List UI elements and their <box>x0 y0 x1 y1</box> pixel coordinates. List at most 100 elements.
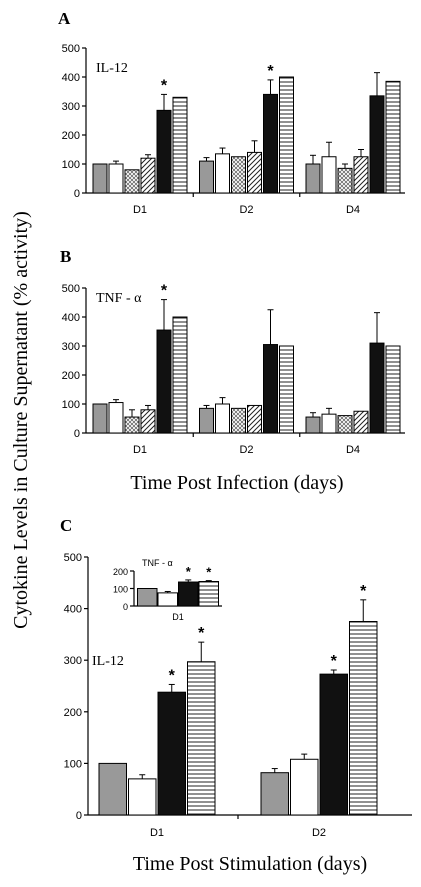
significance-star: * <box>169 667 176 684</box>
significance-star: * <box>206 565 212 580</box>
bar-horizontal <box>385 345 401 434</box>
significance-star: * <box>267 63 274 80</box>
bar-gray <box>305 416 321 434</box>
bar-horizontal <box>198 581 219 607</box>
significance-star: * <box>161 77 168 94</box>
y-tick-label: 100 <box>64 758 82 770</box>
x-tick-label: D4 <box>346 444 360 456</box>
bar-gray <box>137 588 158 607</box>
bar-gray <box>92 163 108 194</box>
panel-a-annotation: IL-12 <box>96 61 128 76</box>
y-tick-label: 100 <box>62 159 80 171</box>
x-tick-label: D2 <box>312 827 326 839</box>
bar-white <box>321 156 337 194</box>
bar-crosshatch <box>337 167 353 194</box>
y-tick-label: 400 <box>64 604 82 616</box>
bar-black <box>319 673 348 816</box>
panel-b-x-axis-title: Time Post Infection (days) <box>130 472 343 494</box>
y-tick-label: 300 <box>62 101 80 113</box>
y-tick-label: 100 <box>62 399 80 411</box>
bar-crosshatch <box>337 415 353 434</box>
bar-white <box>215 153 230 194</box>
bar-gray <box>92 403 108 434</box>
x-tick-label: D4 <box>346 204 360 216</box>
y-tick-label: 0 <box>74 428 80 440</box>
bar-crosshatch <box>231 156 246 194</box>
bar-black <box>156 109 172 194</box>
y-tick-label: 400 <box>62 312 80 324</box>
bar-diagonal <box>140 409 156 434</box>
bar-gray <box>305 163 321 194</box>
y-tick-label: 300 <box>62 341 80 353</box>
bar-horizontal <box>279 345 294 434</box>
panel-letter-a: A <box>58 9 71 28</box>
bar-horizontal <box>172 96 188 194</box>
bar-black <box>369 342 385 434</box>
significance-star: * <box>186 564 192 579</box>
bar-diagonal <box>247 151 262 194</box>
bar-white <box>215 403 230 434</box>
y-tick-label: 0 <box>74 188 80 200</box>
x-tick-label: D2 <box>239 444 253 456</box>
bar-crosshatch <box>124 416 140 434</box>
y-tick-label: 0 <box>123 602 128 612</box>
x-tick-label: D2 <box>239 204 253 216</box>
x-tick-label: D1 <box>172 612 184 622</box>
bar-crosshatch <box>124 169 140 194</box>
x-tick-label: D1 <box>150 827 164 839</box>
y-tick-label: 0 <box>76 810 82 822</box>
panel-b-annotation: TNF - α <box>96 291 142 306</box>
y-tick-label: 300 <box>64 655 82 667</box>
bar-horizontal <box>279 76 294 194</box>
bar-crosshatch <box>231 407 246 434</box>
significance-star: * <box>161 283 168 300</box>
y-tick-label: 200 <box>64 707 82 719</box>
significance-star: * <box>360 583 367 600</box>
bar-black <box>156 329 172 434</box>
y-tick-label: 200 <box>113 567 128 577</box>
panel-letter-c: C <box>60 516 72 535</box>
bar-diagonal <box>140 157 156 194</box>
bar-diagonal <box>247 404 262 434</box>
inset-annotation: TNF - α <box>142 558 173 568</box>
bar-white <box>290 758 319 816</box>
significance-star: * <box>198 625 205 642</box>
bar-gray <box>199 160 214 194</box>
bar-black <box>178 581 199 607</box>
bar-gray <box>98 762 127 816</box>
bar-horizontal <box>172 316 188 434</box>
bar-white <box>108 402 124 434</box>
y-axis-title: Cytokine Levels in Culture Supernatant (… <box>10 211 32 629</box>
bar-horizontal <box>385 80 401 194</box>
bar-gray <box>260 772 289 816</box>
bar-white <box>108 163 124 194</box>
panel-letter-b: B <box>60 247 71 266</box>
bar-white <box>128 778 157 816</box>
bar-diagonal <box>353 156 369 194</box>
bar-gray <box>199 407 214 434</box>
chart-0: 0 100 200 300 400 500 D1 * D2 * D4 <box>62 43 405 216</box>
chart-3: 0 100 200 D1 * * <box>113 564 222 622</box>
panel-c-x-axis-title: Time Post Stimulation (days) <box>133 853 367 875</box>
x-tick-label: D1 <box>133 204 147 216</box>
bar-white <box>157 592 178 607</box>
bar-horizontal <box>187 661 216 816</box>
bar-diagonal <box>353 410 369 434</box>
bar-black <box>263 344 278 434</box>
bar-black <box>263 93 278 194</box>
bar-white <box>321 413 337 434</box>
y-tick-label: 200 <box>62 370 80 382</box>
y-tick-label: 400 <box>62 72 80 84</box>
chart-2: 0 100 200 300 400 500 D1 * * D2 * * <box>64 552 412 839</box>
x-tick-label: D1 <box>133 444 147 456</box>
y-tick-label: 500 <box>62 283 80 295</box>
y-tick-label: 200 <box>62 130 80 142</box>
panel-c-annotation: IL-12 <box>92 654 124 669</box>
bar-black <box>157 691 186 816</box>
bar-horizontal <box>349 621 378 816</box>
y-tick-label: 500 <box>62 43 80 55</box>
y-tick-label: 100 <box>113 585 128 595</box>
significance-star: * <box>331 653 338 670</box>
chart-1: 0 100 200 300 400 500 D1 * D2 D4 <box>62 283 405 456</box>
